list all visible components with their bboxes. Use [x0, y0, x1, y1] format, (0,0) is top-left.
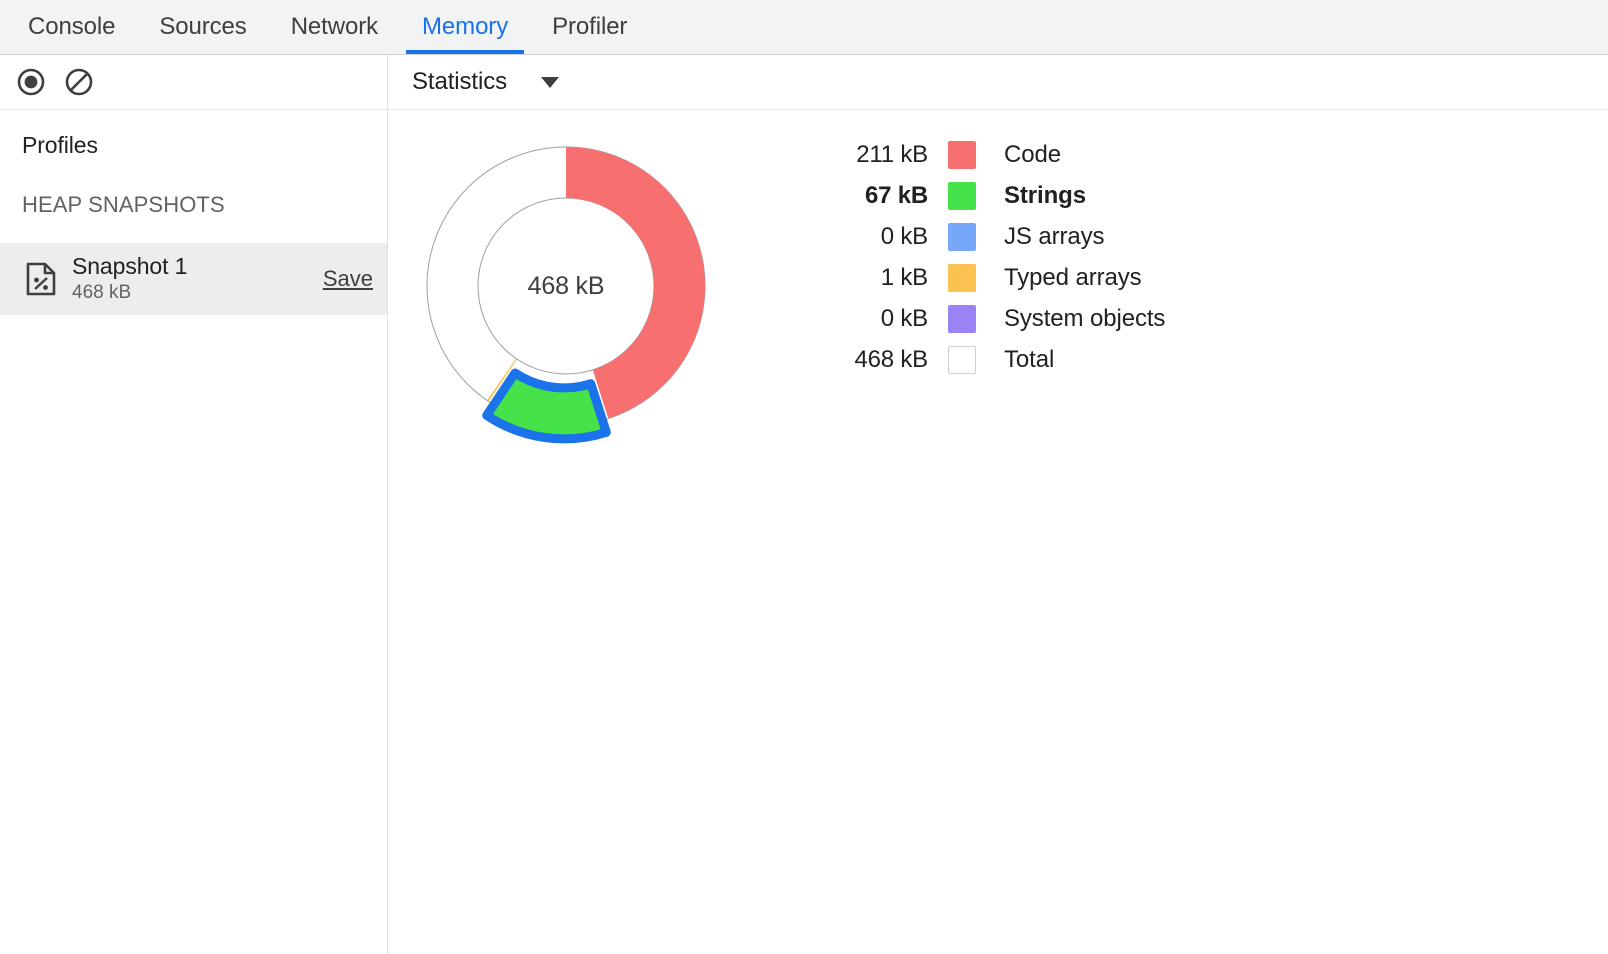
record-button[interactable]: [14, 65, 48, 99]
view-select[interactable]: Statistics: [404, 66, 569, 98]
toolbar-right-group: Statistics: [388, 55, 1608, 109]
tab-label: Network: [290, 13, 379, 40]
legend-label: Strings: [1004, 181, 1086, 209]
legend-value: 211 kB: [856, 140, 928, 168]
tab-label: Memory: [422, 13, 509, 40]
legend-row[interactable]: 468 kB Total: [844, 339, 1165, 380]
sidebar-title: Profiles: [22, 132, 98, 158]
toolbar-left-group: [0, 55, 388, 109]
legend-label: Typed arrays: [1004, 263, 1142, 291]
heap-donut-chart: 468 kB: [406, 126, 726, 456]
heap-snapshot-icon: [26, 262, 56, 296]
snapshot-size: 468 kB: [72, 282, 132, 304]
tab-network[interactable]: Network: [269, 0, 400, 54]
legend-row[interactable]: 67 kB Strings: [844, 175, 1165, 216]
legend-swatch-icon: [948, 181, 976, 210]
tab-label: Sources: [159, 13, 247, 40]
clear-button[interactable]: [62, 65, 96, 99]
donut-slice-strings[interactable]: [482, 368, 611, 444]
legend-row[interactable]: 0 kB System objects: [844, 298, 1165, 339]
view-select-value: Statistics: [412, 68, 508, 95]
legend-swatch-icon: [948, 345, 976, 374]
snapshot-name: Snapshot 1: [72, 253, 188, 280]
tab-profiler[interactable]: Profiler: [530, 0, 649, 54]
legend-swatch-icon: [948, 140, 976, 169]
tab-console[interactable]: Console: [6, 0, 137, 54]
tab-sources[interactable]: Sources: [137, 0, 268, 54]
legend-label: Code: [1004, 140, 1061, 168]
snapshot-list-item[interactable]: Snapshot 1 468 kB Save: [0, 243, 387, 315]
snapshot-save-link[interactable]: Save: [322, 266, 373, 291]
tab-label: Profiler: [552, 13, 628, 40]
chevron-down-icon: [541, 76, 560, 88]
legend-swatch-icon: [948, 222, 976, 251]
legend-value: 67 kB: [864, 181, 928, 209]
legend-swatch-icon: [948, 304, 976, 333]
donut-inner-ring: [477, 197, 655, 375]
legend-swatch-icon: [948, 263, 976, 292]
sidebar-section-heap-snapshots: HEAP SNAPSHOTS: [22, 192, 225, 217]
clear-icon: [65, 68, 93, 96]
heap-statistics-legend: 211 kB Code 67 kB Strings 0 kB JS arrays 1 kB T…: [844, 134, 1165, 380]
donut-slice-code[interactable]: [566, 147, 705, 419]
legend-label: JS arrays: [1004, 222, 1105, 250]
legend-value: 0 kB: [880, 304, 928, 332]
tab-label: Console: [28, 13, 116, 40]
donut-svg: [426, 146, 706, 444]
legend-value: 0 kB: [880, 222, 928, 250]
legend-value: 468 kB: [854, 345, 928, 373]
legend-row[interactable]: 211 kB Code: [844, 134, 1165, 175]
legend-row[interactable]: 0 kB JS arrays: [844, 216, 1165, 257]
snapshot-text-group: Snapshot 1 468 kB: [72, 253, 311, 305]
legend-label: System objects: [1004, 304, 1166, 332]
memory-toolbar: Statistics: [0, 55, 1608, 110]
statistics-area: 468 kB 211 kB Code 67 kB Strings 0 kB JS arra…: [389, 110, 1608, 954]
legend-row[interactable]: 1 kB Typed arrays: [844, 257, 1165, 298]
profiles-sidebar: Profiles HEAP SNAPSHOTS Snapshot 1 468 k…: [0, 110, 388, 954]
tab-memory[interactable]: Memory: [400, 0, 530, 54]
statistics-view: 468 kB 211 kB Code 67 kB Strings 0 kB JS arra…: [389, 110, 1608, 954]
legend-label: Total: [1004, 345, 1055, 373]
donut-slice-typed-arrays[interactable]: [487, 358, 518, 402]
legend-value: 1 kB: [880, 263, 928, 291]
panel-tabbar: Console Sources Network Memory Profiler: [0, 0, 1608, 55]
record-icon: [17, 68, 45, 96]
